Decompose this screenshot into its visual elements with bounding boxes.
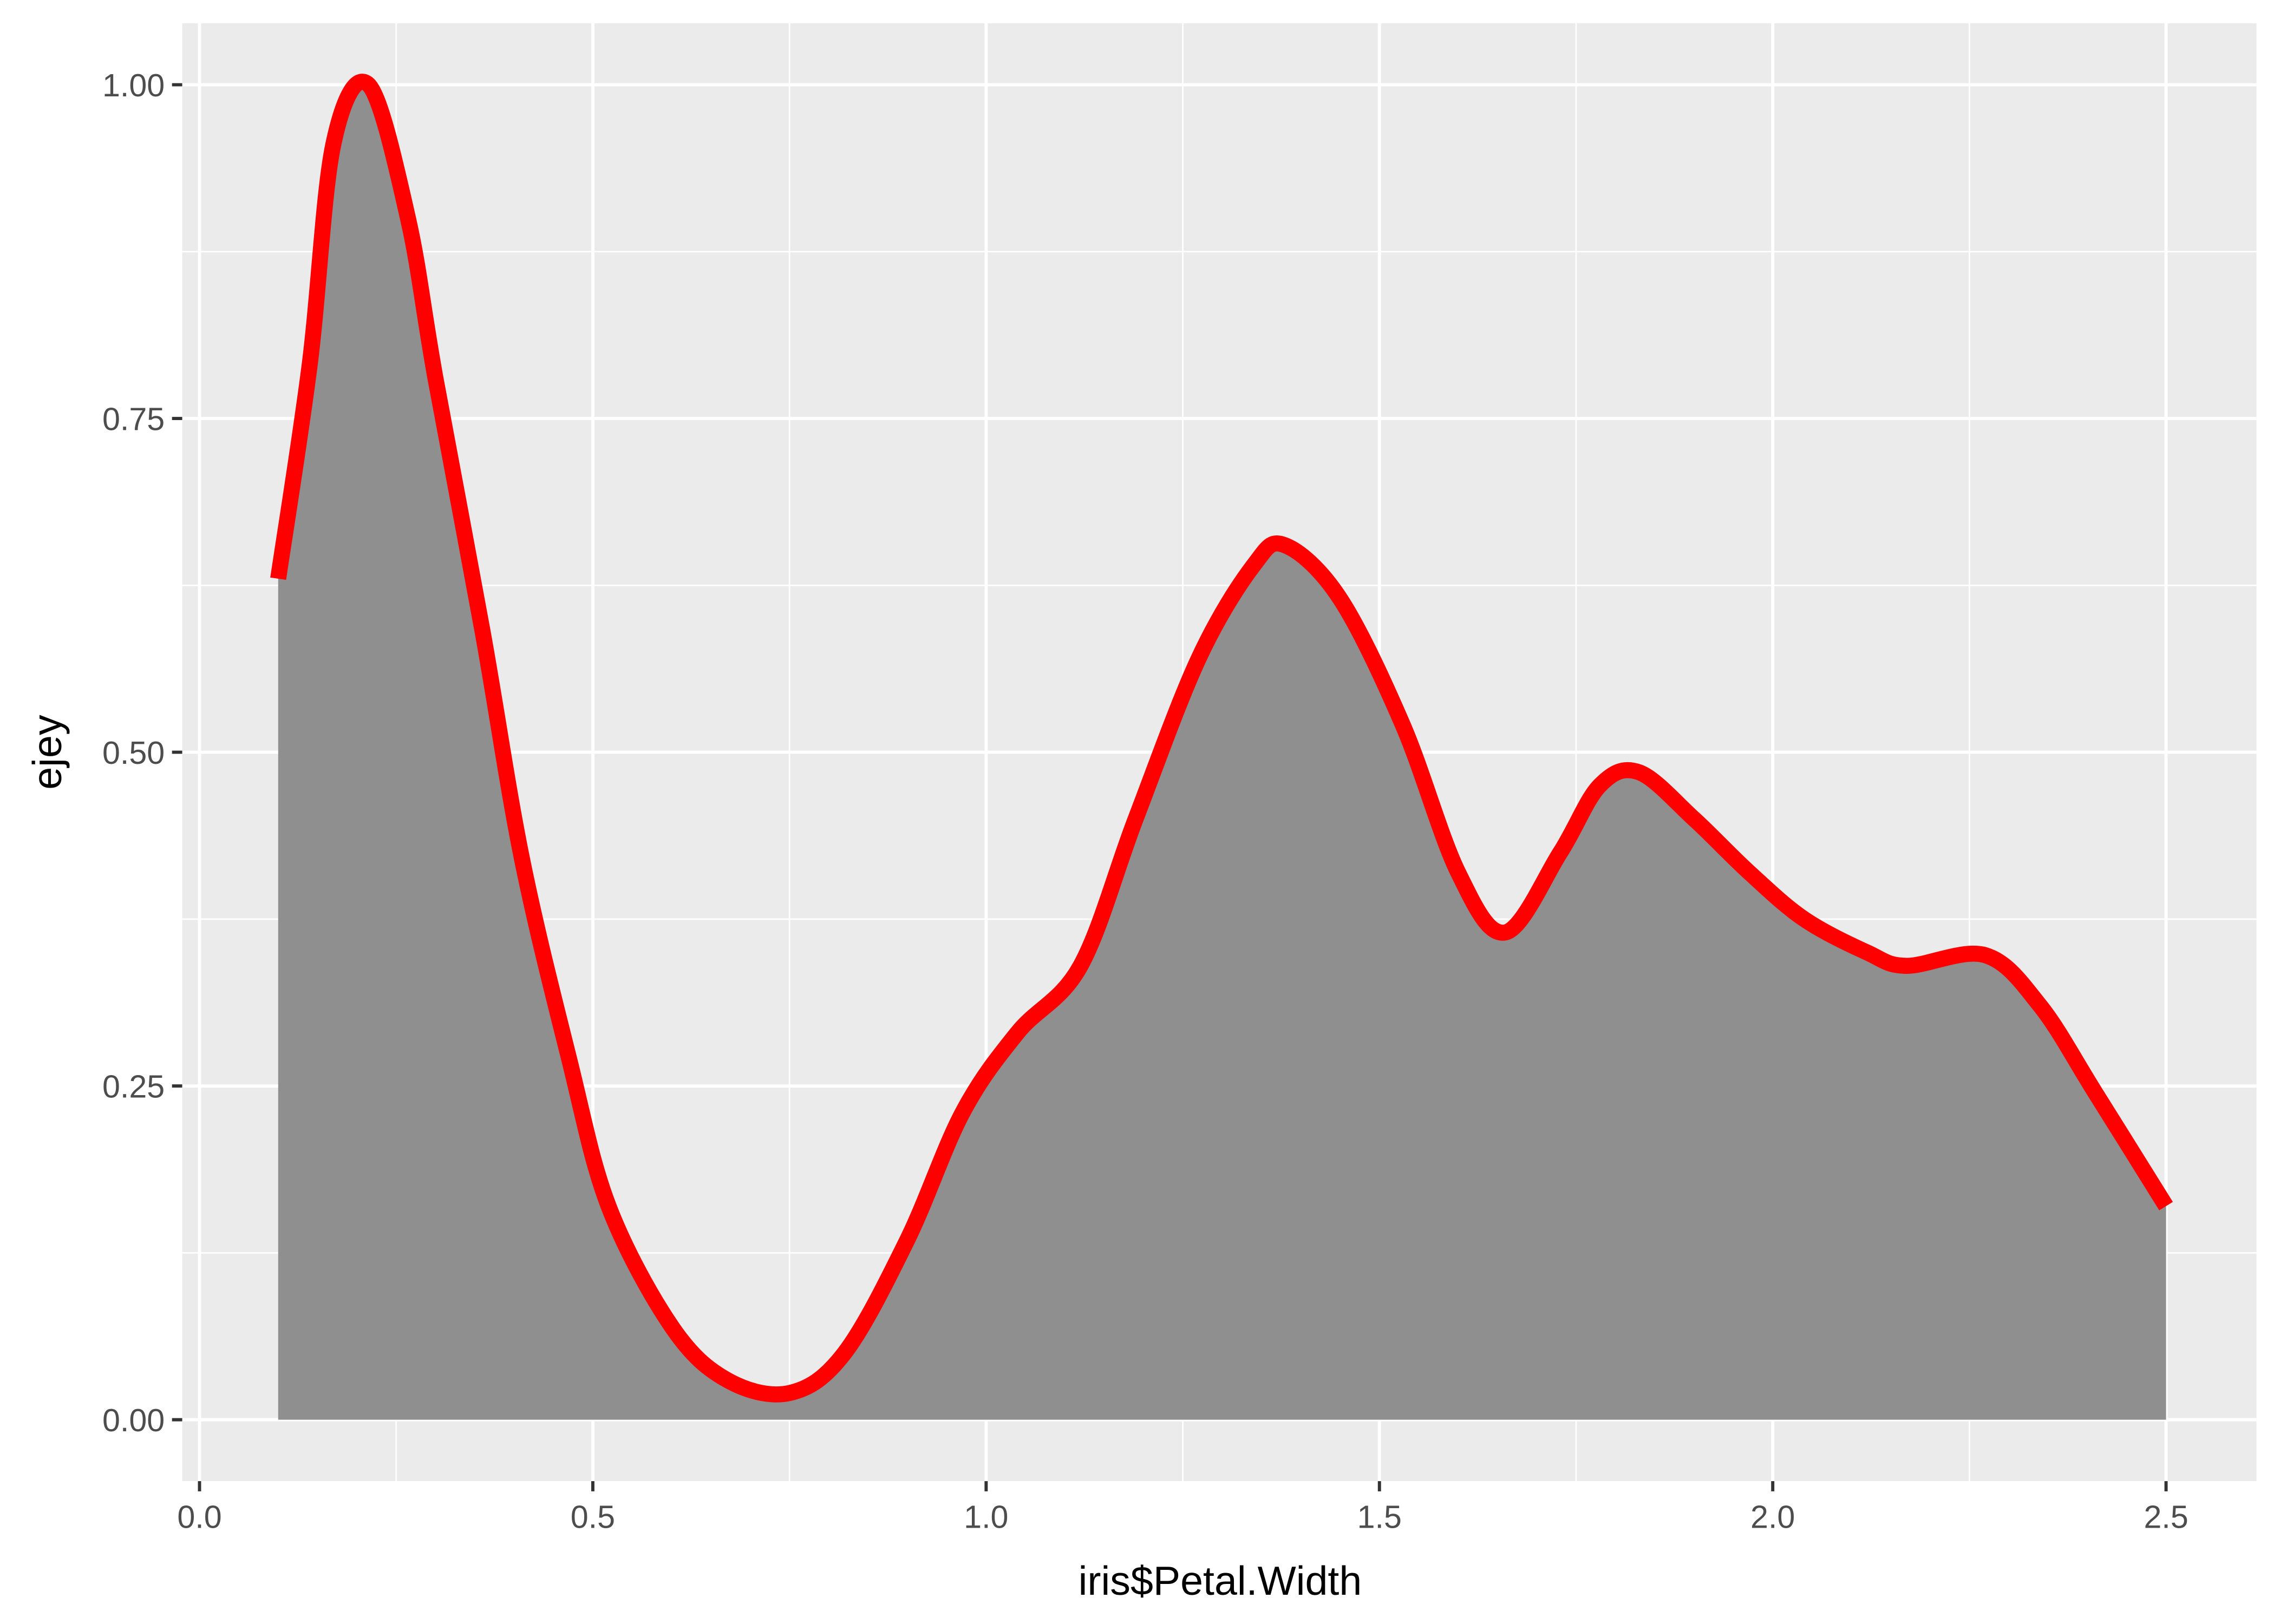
x-tick-label: 0.0 <box>177 1498 221 1535</box>
x-tick-label: 1.0 <box>964 1498 1008 1535</box>
y-tick-label: 0.25 <box>102 1069 165 1105</box>
x-tick-label: 1.5 <box>1357 1498 1402 1535</box>
x-axis-title: iris$Petal.Width <box>1079 1558 1362 1603</box>
line <box>270 74 2173 1403</box>
x-tick-label: 0.5 <box>571 1498 615 1535</box>
y-tick-label: 1.00 <box>102 67 165 103</box>
x-tick-label: 2.5 <box>2144 1498 2188 1535</box>
y-tick-label: 0.50 <box>102 735 165 771</box>
y-tick-label: 0.75 <box>102 401 165 437</box>
y-axis-title: ejey <box>24 715 70 790</box>
area <box>278 81 2166 1420</box>
x-tick-label: 2.0 <box>1750 1498 1795 1535</box>
y-tick-label: 0.00 <box>102 1402 165 1438</box>
